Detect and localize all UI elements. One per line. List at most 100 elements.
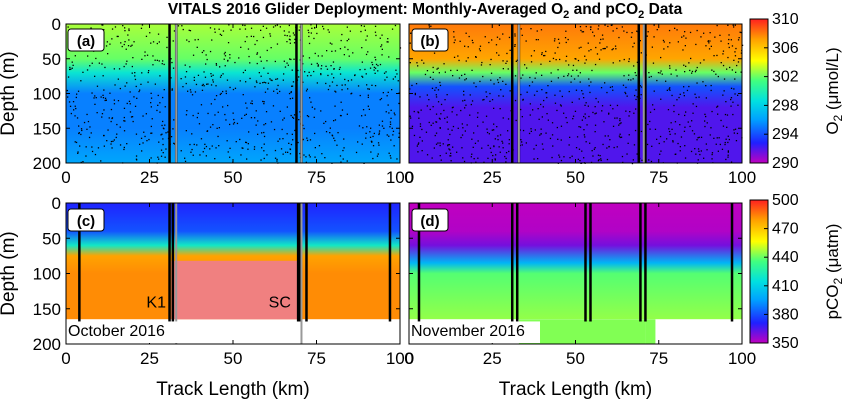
sample-point <box>277 140 279 142</box>
sample-point <box>367 105 369 107</box>
sample-point <box>660 70 662 72</box>
sample-point <box>481 61 483 64</box>
sample-point <box>150 125 152 128</box>
sample-point <box>324 157 326 159</box>
sample-point <box>245 141 247 143</box>
sample-point <box>563 75 565 77</box>
sample-point <box>381 54 383 56</box>
y-tick-label: 200 <box>33 154 61 173</box>
y-tick-label: 100 <box>33 265 61 284</box>
sample-point <box>612 48 614 50</box>
y-tick-label: 50 <box>42 229 61 248</box>
sample-point <box>706 149 708 151</box>
sample-point <box>541 116 543 118</box>
sample-point <box>466 124 468 126</box>
sample-point <box>113 139 115 141</box>
sample-point <box>103 89 105 91</box>
sample-point <box>583 115 585 118</box>
sample-point <box>462 127 464 129</box>
sample-point <box>365 53 368 56</box>
sample-point <box>559 104 562 106</box>
sample-point <box>229 57 231 59</box>
sample-point <box>554 94 556 96</box>
sample-point <box>185 82 187 85</box>
sample-point <box>485 91 487 93</box>
sample-point <box>697 137 699 139</box>
x-tick-label: 0 <box>61 168 70 187</box>
sample-point <box>146 140 148 142</box>
sample-point <box>114 84 116 86</box>
sample-point <box>214 28 216 30</box>
sample-point <box>91 146 93 148</box>
sample-point <box>372 157 374 160</box>
sample-point <box>104 99 106 102</box>
sample-point <box>495 44 498 46</box>
sample-point <box>263 143 265 145</box>
sample-point <box>149 32 151 34</box>
sample-point <box>498 95 500 97</box>
sample-point <box>173 143 176 145</box>
sample-point <box>346 26 348 28</box>
sample-point <box>577 59 580 62</box>
sample-point <box>587 105 589 107</box>
sample-point <box>193 76 195 79</box>
sample-point <box>141 58 143 60</box>
sample-point <box>704 113 706 115</box>
sample-point <box>229 86 231 89</box>
sample-point <box>305 90 308 92</box>
sample-point <box>232 112 234 114</box>
sample-point <box>520 108 522 111</box>
sample-point <box>494 159 496 161</box>
x-tick-label: 100 <box>728 168 756 187</box>
sample-point <box>203 71 205 73</box>
sample-point <box>126 82 128 84</box>
sample-point <box>282 138 284 140</box>
sample-point <box>346 113 348 115</box>
sample-point <box>543 99 545 102</box>
sample-point <box>550 80 553 82</box>
sample-point <box>91 150 94 153</box>
heatmap-field <box>409 24 742 163</box>
sample-point <box>100 96 102 98</box>
sample-point <box>639 40 641 42</box>
sample-point <box>602 48 604 50</box>
sample-point <box>703 59 705 61</box>
y-tick-label: 150 <box>33 300 61 319</box>
sample-point <box>469 94 471 96</box>
sample-point <box>100 160 102 162</box>
sample-point <box>673 104 675 107</box>
sample-point <box>536 90 538 92</box>
sample-point <box>636 30 638 32</box>
sample-point <box>307 29 309 31</box>
sample-point <box>572 69 574 71</box>
sample-point <box>450 160 452 162</box>
sample-point <box>210 84 213 86</box>
sample-point <box>272 105 275 107</box>
sample-point <box>201 84 203 87</box>
sample-point <box>727 43 730 45</box>
sample-point <box>255 110 257 112</box>
sample-point <box>663 48 665 50</box>
sample-point <box>486 131 489 134</box>
sample-point <box>590 81 592 83</box>
sample-point <box>648 76 650 78</box>
sample-point <box>708 48 711 50</box>
sample-point <box>549 137 552 140</box>
sample-point <box>297 69 299 72</box>
sample-point <box>310 24 312 26</box>
sample-point <box>364 29 366 31</box>
sample-point <box>504 155 506 158</box>
sample-point <box>200 138 203 140</box>
sample-point <box>499 38 501 40</box>
sample-point <box>346 40 348 42</box>
sample-point <box>614 117 616 119</box>
sample-point <box>166 46 168 49</box>
sample-point <box>669 67 671 69</box>
sample-point <box>569 157 571 159</box>
sample-point <box>258 72 260 74</box>
sample-point <box>96 112 98 114</box>
sample-point <box>529 114 531 116</box>
sample-point <box>212 74 214 76</box>
sample-point <box>568 144 570 146</box>
sample-point <box>292 116 294 118</box>
